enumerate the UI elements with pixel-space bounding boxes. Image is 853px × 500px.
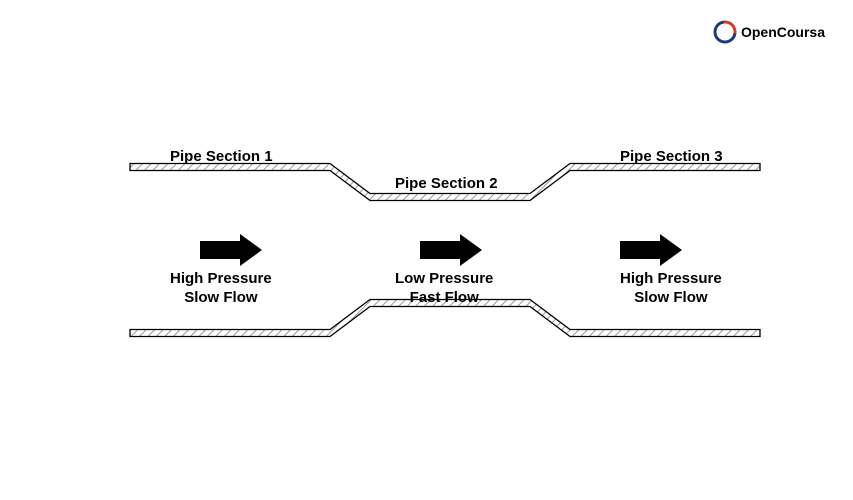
flow-arrow-2: [420, 234, 482, 266]
label-pipe-section-3: Pipe Section 3: [620, 148, 723, 167]
flow-arrow-1: [200, 234, 262, 266]
label-flow-3: High Pressure Slow Flow: [620, 270, 722, 308]
venturi-pipe-diagram: [0, 0, 853, 500]
label-pipe-section-1: Pipe Section 1: [170, 148, 273, 167]
flow-arrow-3: [620, 234, 682, 266]
label-flow-2: Low Pressure Fast Flow: [395, 270, 493, 308]
label-flow-1: High Pressure Slow Flow: [170, 270, 272, 308]
flow-arrows: [200, 234, 682, 266]
label-pipe-section-2: Pipe Section 2: [395, 175, 498, 194]
